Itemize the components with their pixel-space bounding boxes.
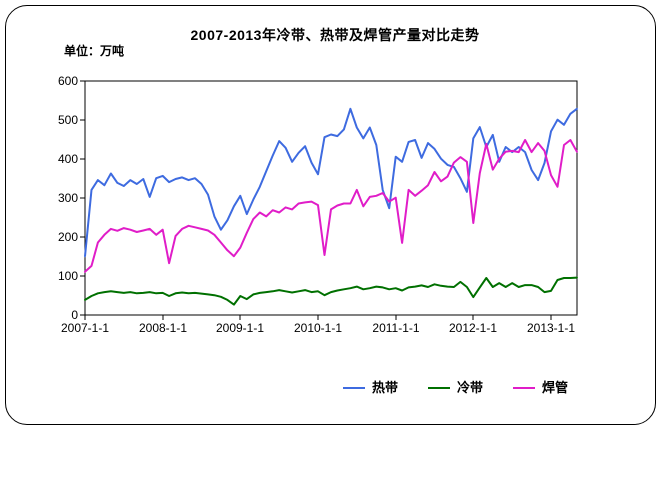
legend-label: 冷带 [457, 380, 484, 395]
legend-item-cold-strip: 冷带 [428, 380, 483, 395]
legend-label: 热带 [372, 380, 399, 395]
x-tick-label: 2012-1-1 [448, 321, 498, 335]
y-tick-label: 100 [57, 269, 78, 283]
cold-strip-line-icon [428, 386, 451, 389]
y-tick-label: 0 [71, 308, 78, 322]
y-tick-label: 300 [57, 191, 78, 205]
legend-item-welded-pipe: 焊管 [513, 380, 568, 395]
chart-title: 2007-2013年冷带、热带及焊管产量对比走势 [190, 27, 480, 43]
y-tick-label: 600 [57, 74, 78, 88]
x-tick-label: 2009-1-1 [215, 321, 265, 335]
y-axis-ticks [80, 80, 85, 316]
y-tick-label: 400 [57, 152, 78, 166]
unit-label: 单位：万吨 [64, 44, 125, 58]
chart-legend: 热带 冷带 焊管 [343, 380, 568, 395]
cold-strip-line [84, 276, 578, 306]
x-axis-ticks [84, 315, 552, 320]
welded-pipe-line [84, 139, 578, 273]
legend-label: 焊管 [542, 380, 569, 395]
y-tick-label: 200 [57, 230, 78, 244]
x-tick-label: 2007-1-1 [60, 321, 110, 335]
x-tick-label: 2010-1-1 [293, 321, 343, 335]
hot-strip-line-icon [343, 386, 365, 389]
welded-pipe-line-icon [513, 386, 536, 389]
x-tick-label: 2008-1-1 [138, 321, 188, 335]
x-tick-label: 2011-1-1 [372, 321, 420, 335]
hot-strip-line [84, 107, 578, 258]
y-tick-label: 500 [57, 113, 78, 127]
legend-item-hot-strip: 热带 [343, 380, 398, 395]
x-tick-label: 2013-1-1 [526, 321, 576, 335]
plot-border [84, 80, 578, 316]
